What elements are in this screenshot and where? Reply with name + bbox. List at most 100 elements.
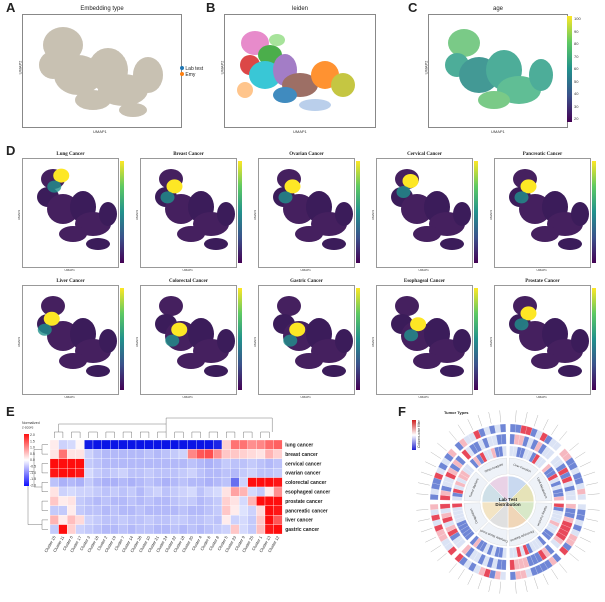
heatmap-cell — [273, 468, 283, 478]
heatmap-cell — [135, 449, 145, 459]
heatmap-cell — [170, 524, 180, 535]
heatmap-cell — [161, 449, 171, 459]
heatmap-cell — [58, 505, 68, 516]
heatmap-cell — [110, 458, 119, 469]
heatmap-cell — [135, 439, 145, 450]
heatmap-e-colorbar-tick: 2.0 — [30, 433, 35, 437]
outer-tick — [579, 536, 591, 543]
heatmap-cell — [204, 496, 214, 506]
heatmap-cell — [49, 449, 59, 459]
umap-blob — [99, 202, 117, 226]
cancer-colorbar — [474, 161, 478, 263]
cancer-ylabel: UMAP2 — [371, 336, 376, 348]
hotspot — [410, 317, 427, 332]
cancer-umap-plot — [509, 296, 589, 377]
heatmap-cell — [221, 524, 231, 535]
heatmap-cell — [256, 458, 266, 469]
heatmap-cell — [213, 524, 223, 535]
heatmap-cell — [84, 496, 94, 506]
heatmap-cell — [204, 524, 214, 535]
umap-c-clusters — [445, 29, 553, 109]
hotspot — [53, 168, 70, 183]
panel-c-title: age — [492, 6, 503, 12]
heatmap-cell — [204, 477, 214, 488]
heatmap-cell — [153, 477, 162, 488]
warm-region — [404, 329, 419, 342]
umap-c-plot — [445, 29, 553, 109]
umap-panel-a: Embedding type UMAP2 UMAP1 — [17, 6, 182, 134]
outer-tick — [583, 471, 596, 477]
age-tick-50: 50 — [574, 78, 579, 84]
umap-blob — [59, 353, 87, 369]
heatmap-cell — [247, 477, 257, 488]
ring-cell — [510, 423, 517, 433]
heatmap-cell — [204, 458, 214, 469]
heatmap-cell — [264, 468, 274, 478]
outer-tick — [488, 580, 492, 592]
ring-cell — [461, 544, 472, 555]
heatmap-cell — [101, 486, 111, 497]
heatmap-cell — [92, 458, 102, 469]
cancer-umap-prostate-cancer: Prostate Cancer UMAP1 UMAP2 — [489, 279, 596, 399]
heatmap-cell — [58, 477, 68, 488]
heatmap-cell — [239, 505, 248, 516]
heatmap-cell — [67, 477, 76, 488]
sector-band — [463, 471, 488, 502]
heatmap-cell — [187, 477, 197, 488]
heatmap-row-label: prostate cancer — [285, 499, 322, 505]
outer-tick — [524, 580, 528, 592]
heatmap-cell — [153, 458, 162, 469]
outer-tick — [515, 581, 517, 594]
heatmap-row-label: breast cancer — [285, 452, 318, 458]
heatmap-cell — [135, 515, 145, 525]
heatmap-cell — [230, 468, 240, 478]
warm-region — [514, 191, 529, 204]
heatmap-cell — [127, 458, 137, 469]
heatmap-cell — [178, 515, 188, 525]
cancer-umap-plot — [155, 169, 235, 250]
legend-label-emy: Emy — [185, 72, 196, 78]
heatmap-cell — [127, 524, 137, 535]
cancer-title: Ovarian Cancer — [289, 152, 324, 157]
heatmap-cell — [84, 505, 94, 516]
heatmap-cell — [118, 458, 128, 469]
heatmap-cell — [221, 486, 231, 497]
heatmap-cell — [170, 449, 180, 459]
heatmap-cell — [196, 496, 205, 506]
heatmap-cell — [110, 505, 119, 516]
heatmap-cell — [92, 486, 102, 497]
heatmap-cell — [239, 468, 248, 478]
umap-blob — [531, 353, 559, 369]
outer-tick — [499, 410, 501, 423]
outer-tick — [586, 518, 598, 522]
outer-tick — [587, 493, 600, 495]
outer-tick — [515, 410, 517, 423]
outer-tick — [430, 451, 441, 459]
umap-blob — [86, 238, 110, 250]
umap-blob — [41, 296, 65, 316]
heatmap-cell — [110, 449, 119, 459]
heatmap-cell — [58, 458, 68, 469]
heatmap-cell — [135, 486, 145, 497]
heatmap-cell — [118, 496, 128, 506]
heatmap-cell — [135, 468, 145, 478]
heatmap-cell — [247, 458, 257, 469]
heatmap-cell — [161, 439, 171, 450]
heatmap-cell — [153, 524, 162, 535]
outer-tick — [467, 573, 474, 585]
outer-tick — [416, 509, 429, 511]
heatmap-cell — [101, 505, 111, 516]
heatmap-cell — [101, 477, 111, 488]
age-tick-70: 70 — [574, 53, 579, 59]
heatmap-e-colorbar — [24, 434, 29, 486]
cancer-ylabel: UMAP2 — [135, 209, 140, 221]
ring-cell — [499, 571, 506, 581]
heatmap-cell — [75, 496, 85, 506]
heatmap-cell — [178, 486, 188, 497]
heatmap-cell — [273, 439, 283, 450]
umap-blob — [204, 238, 228, 250]
cancer-xlabel: UMAP1 — [64, 268, 75, 272]
outer-tick — [457, 569, 465, 580]
heatmap-cell — [247, 524, 257, 535]
